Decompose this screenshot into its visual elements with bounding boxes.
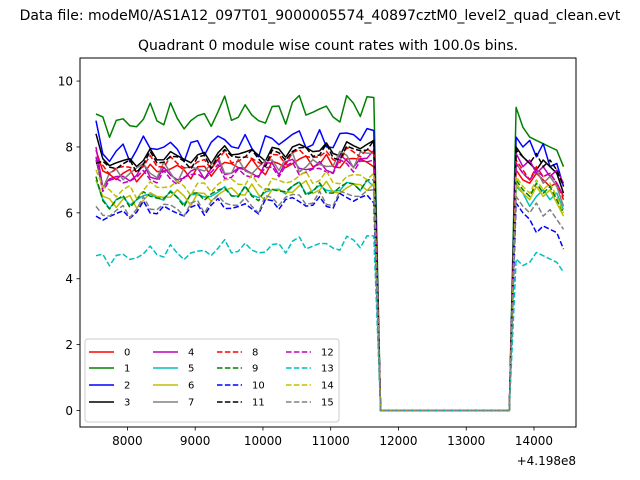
suptitle: Data file: modeM0/AS1A12_097T01_90000055… [20,8,621,24]
series-line-15 [95,189,565,412]
x-tick-label: 9000 [180,434,211,448]
chart-title: Quadrant 0 module wise count rates with … [138,38,518,54]
y-tick-label: 4 [65,272,73,286]
legend-box [84,338,340,423]
legend-label-4: 4 [188,348,194,359]
y-axis: 0 2 4 6 8 10 [58,75,80,418]
series-line-10 [95,192,565,412]
y-tick-label: 8 [65,140,73,154]
legend-label-11: 11 [252,398,265,409]
x-tick-label: 12000 [379,434,417,448]
series-line-8 [95,146,565,412]
x-tick-label: 8000 [112,434,143,448]
y-tick-label: 6 [65,206,73,220]
x-tick-label: 14000 [515,434,553,448]
legend-label-2: 2 [124,381,130,392]
x-tick-label: 11000 [312,434,350,448]
y-tick-label: 2 [65,338,73,352]
legend-label-15: 15 [321,398,334,409]
legend-label-6: 6 [188,381,194,392]
x-axis: 8000 9000 10000 11000 12000 13000 14000 [112,427,553,448]
legend-label-5: 5 [188,364,194,375]
y-tick-label: 10 [58,75,73,89]
legend-label-1: 1 [124,364,130,375]
plot-lines [95,94,565,412]
y-tick-label: 0 [65,404,73,418]
legend-label-0: 0 [124,348,130,359]
legend-label-7: 7 [188,398,194,409]
legend-label-10: 10 [252,381,265,392]
series-line-9 [95,176,565,412]
legend-label-14: 14 [321,381,334,392]
legend-label-3: 3 [124,398,130,409]
legend-label-8: 8 [252,348,258,359]
legend-label-9: 9 [252,364,258,375]
legend-label-13: 13 [321,364,334,375]
series-line-12 [95,156,565,412]
legend-label-12: 12 [321,348,334,359]
axes-frame [79,57,577,428]
x-tick-label: 10000 [244,434,282,448]
x-tick-label: 13000 [447,434,485,448]
x-offset-text: +4.198e8 [517,454,576,468]
